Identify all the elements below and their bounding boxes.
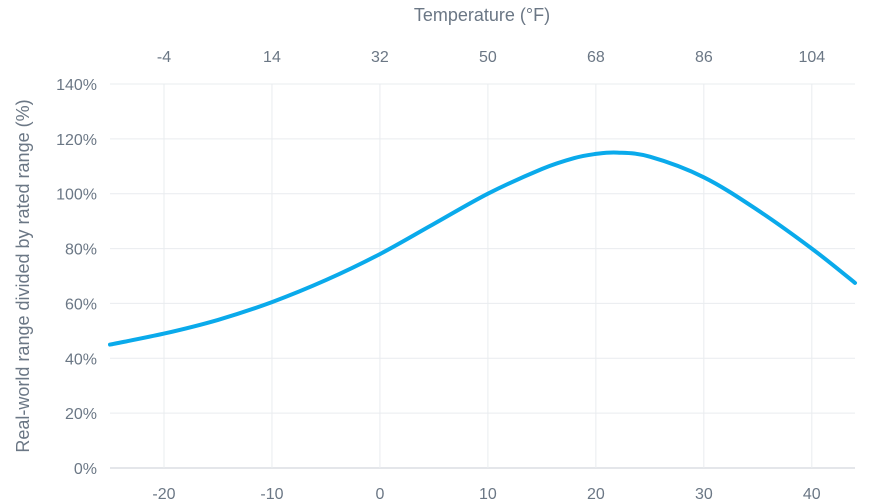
top-axis-title: Temperature (°F) — [414, 5, 550, 25]
range-ratio-line — [108, 150, 857, 347]
top-tick-label: 104 — [798, 49, 825, 66]
y-tick-label: 80% — [65, 242, 97, 259]
top-tick-label: 14 — [263, 49, 281, 66]
top-tick-label: -4 — [157, 49, 171, 66]
x-tick-label: -20 — [152, 486, 175, 500]
x-tick-label: 40 — [803, 486, 821, 500]
top-tick-label: 68 — [587, 49, 605, 66]
y-tick-label: 60% — [65, 296, 97, 313]
y-tick-label: 20% — [65, 406, 97, 423]
y-tick-label: 40% — [65, 351, 97, 368]
y-tick-label: 120% — [56, 132, 97, 149]
grid-layer — [110, 83, 855, 469]
x-tick-label: 30 — [695, 486, 713, 500]
top-tick-label: 86 — [695, 49, 713, 66]
series-layer — [108, 150, 857, 347]
y-axis-title: Real-world range divided by rated range … — [13, 99, 33, 452]
axis-layer: 0% 20% 40% 60% 80% 100% 120% 140% -20 -10 0 10 20 30 4… — [56, 49, 825, 500]
x-tick-label: 0 — [375, 486, 384, 500]
y-tick-label: 140% — [56, 77, 97, 94]
y-tick-label: 0% — [74, 461, 97, 478]
x-tick-label: 10 — [479, 486, 497, 500]
x-tick-label: -10 — [260, 486, 283, 500]
top-tick-label: 32 — [371, 49, 389, 66]
top-tick-label: 50 — [479, 49, 497, 66]
y-tick-label: 100% — [56, 187, 97, 204]
x-tick-label: 20 — [587, 486, 605, 500]
